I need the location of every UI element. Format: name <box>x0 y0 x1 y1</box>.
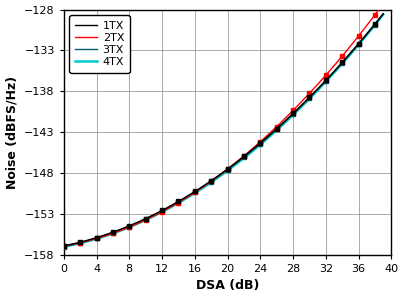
4TX <box>293 110 298 114</box>
Line: 2TX: 2TX <box>64 4 383 246</box>
2TX <box>293 106 298 109</box>
4TX <box>292 112 297 115</box>
3TX <box>381 13 385 16</box>
3TX <box>262 138 267 142</box>
3TX <box>293 110 298 113</box>
2TX <box>381 2 385 6</box>
4TX <box>100 235 105 239</box>
4TX <box>262 139 267 142</box>
3TX <box>165 206 170 210</box>
3TX <box>188 193 193 197</box>
X-axis label: DSA (dB): DSA (dB) <box>196 280 259 292</box>
Y-axis label: Noise (dBFS/Hz): Noise (dBFS/Hz) <box>6 76 19 189</box>
1TX <box>292 110 297 114</box>
2TX <box>165 207 170 210</box>
Line: 3TX: 3TX <box>64 15 383 247</box>
3TX <box>292 111 297 115</box>
1TX <box>381 12 385 15</box>
2TX <box>100 235 105 239</box>
4TX <box>61 245 66 249</box>
Line: 4TX: 4TX <box>64 15 383 247</box>
1TX <box>262 137 267 141</box>
1TX <box>165 206 170 209</box>
1TX <box>61 244 66 248</box>
2TX <box>292 107 297 111</box>
4TX <box>381 13 385 16</box>
4TX <box>165 207 170 211</box>
Line: 1TX: 1TX <box>64 14 383 246</box>
1TX <box>100 234 105 238</box>
1TX <box>188 193 193 196</box>
2TX <box>61 244 66 248</box>
2TX <box>262 136 267 139</box>
4TX <box>188 194 193 198</box>
3TX <box>100 235 105 238</box>
Legend: 1TX, 2TX, 3TX, 4TX: 1TX, 2TX, 3TX, 4TX <box>69 15 130 73</box>
3TX <box>61 245 66 249</box>
1TX <box>293 109 298 112</box>
2TX <box>188 193 193 197</box>
